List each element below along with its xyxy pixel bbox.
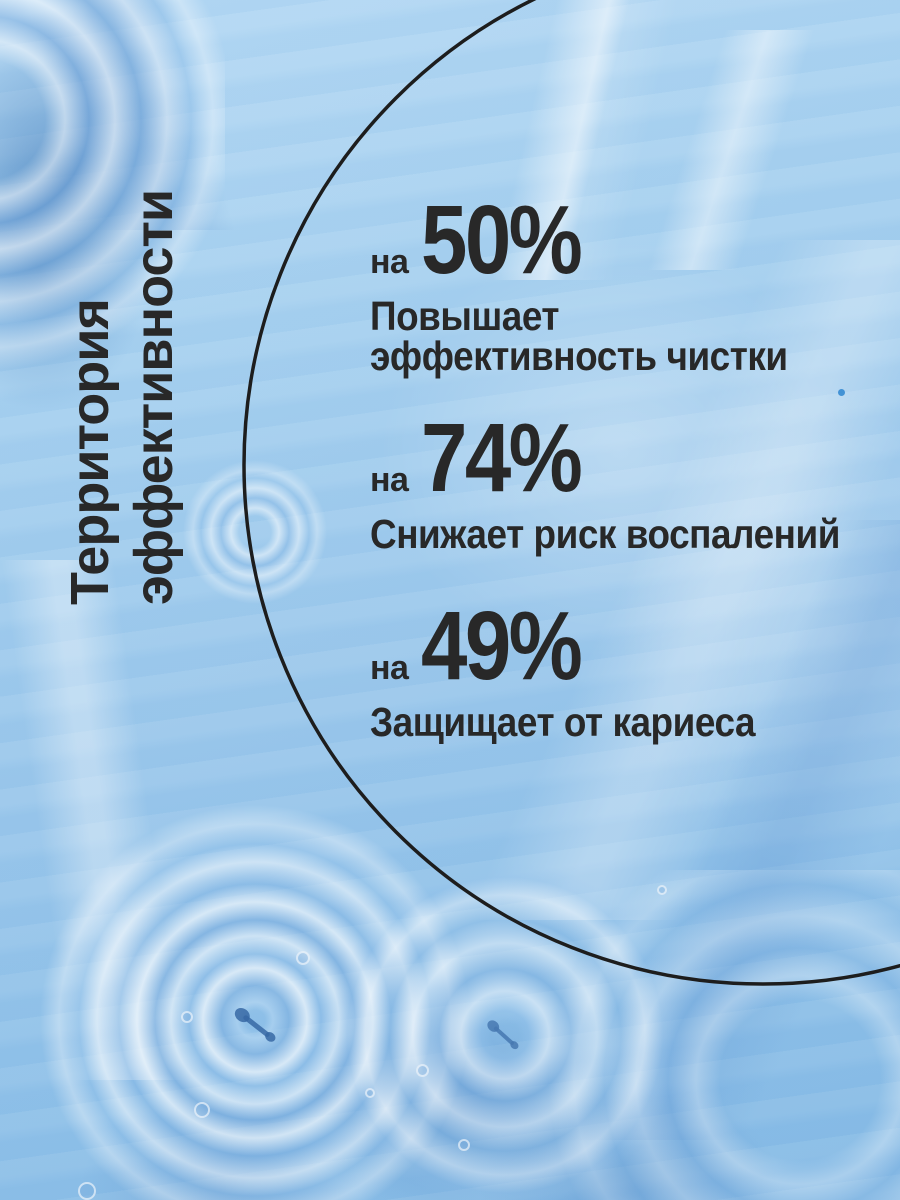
- ripple-top-left: [0, 0, 225, 380]
- air-bubble: [458, 1139, 470, 1151]
- stat-prefix: на: [370, 649, 409, 687]
- air-bubble: [416, 1064, 429, 1077]
- air-bubble: [194, 1102, 210, 1118]
- air-bubble: [365, 1088, 375, 1098]
- stat-block-caries: на 49% Защищает от кариеса: [370, 596, 900, 745]
- air-bubble: [181, 1011, 193, 1023]
- stat-value: 50%: [421, 185, 583, 294]
- stat-number-row: на 50%: [370, 190, 900, 290]
- ripple-bottom-right: [540, 870, 900, 1200]
- stat-prefix: на: [370, 461, 409, 499]
- stat-block-cleaning: на 50% Повышает эффективность чистки: [370, 190, 900, 379]
- stat-description: Защищает от кариеса: [370, 699, 756, 745]
- stat-number-row: на 49%: [370, 596, 900, 696]
- vertical-title-line2: эффективности: [124, 189, 184, 605]
- stat-block-inflammation: на 74% Снижает риск воспалений: [370, 408, 900, 557]
- stat-description: Снижает риск воспалений: [370, 511, 840, 557]
- vertical-title: Территория эффективности: [58, 175, 192, 605]
- stat-description: Повышает эффективность чистки: [370, 293, 788, 379]
- stat-prefix: на: [370, 243, 409, 281]
- vertical-title-line1: Территория: [60, 299, 120, 605]
- blue-speck: [838, 389, 845, 396]
- stat-value: 49%: [421, 591, 583, 700]
- stat-value: 74%: [421, 403, 583, 512]
- ripple-small-mid-left: [180, 457, 330, 607]
- air-bubble: [657, 885, 667, 895]
- air-bubble: [78, 1182, 96, 1200]
- air-bubble: [296, 951, 310, 965]
- stat-number-row: на 74%: [370, 408, 900, 508]
